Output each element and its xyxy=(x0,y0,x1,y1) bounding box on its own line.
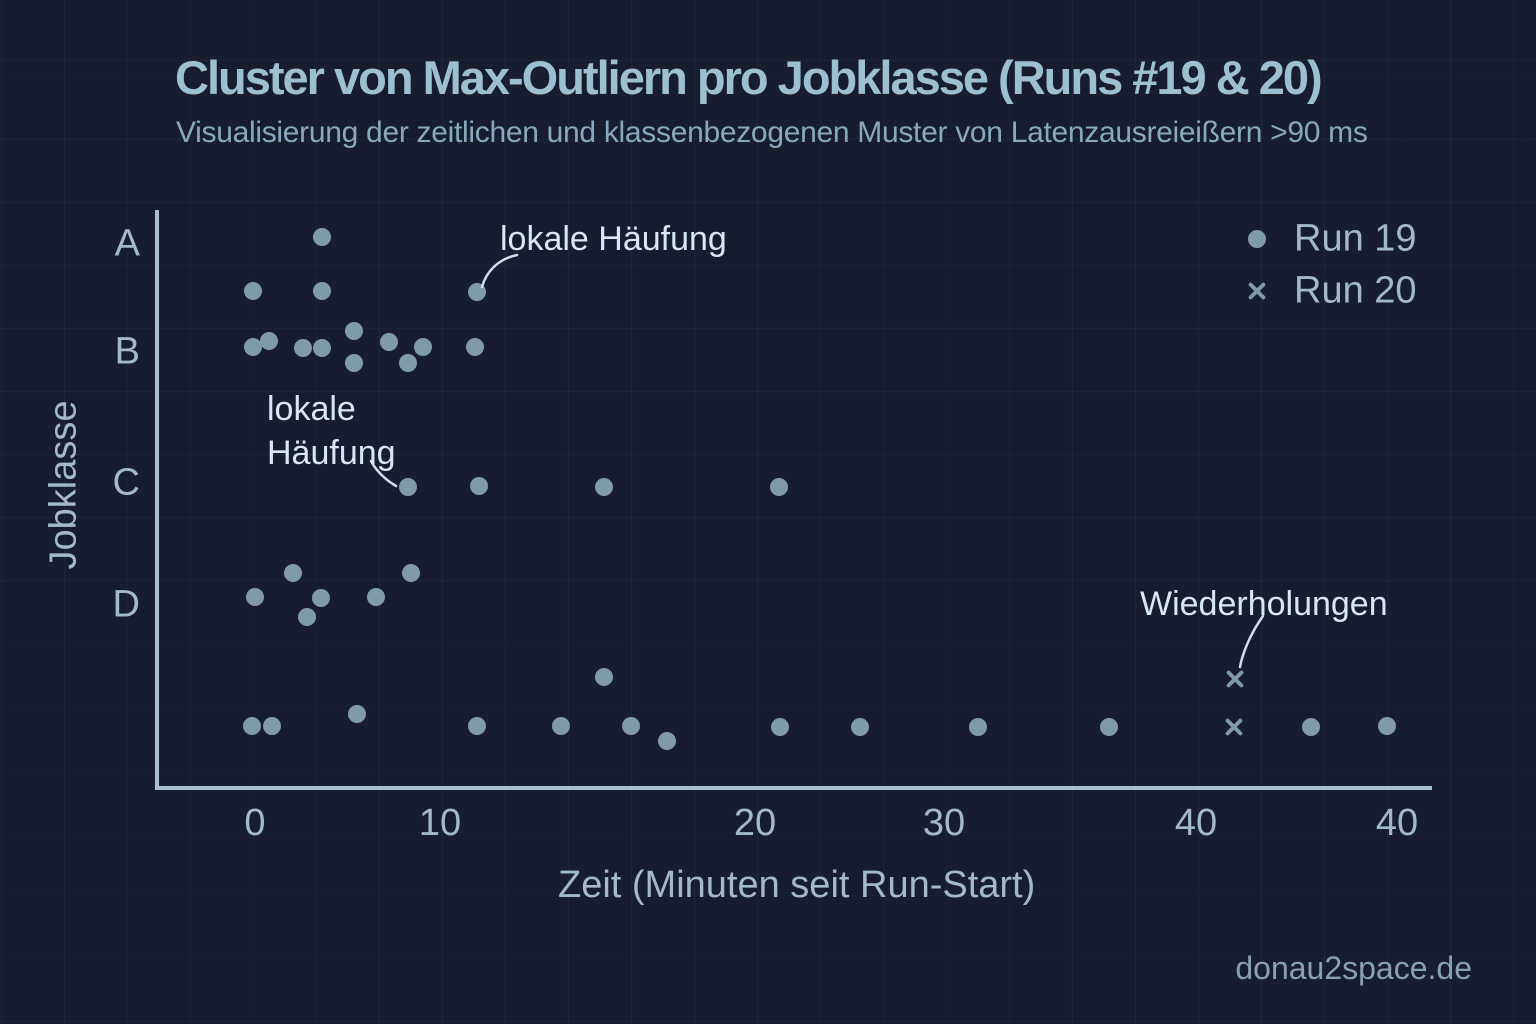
run19-data-point xyxy=(595,478,613,496)
run19-data-point xyxy=(470,477,488,495)
x-tick-label: 20 xyxy=(733,802,777,844)
run19-data-point xyxy=(348,705,366,723)
run19-data-point xyxy=(243,717,261,735)
run19-data-point xyxy=(313,339,331,357)
x-tick-label: 10 xyxy=(418,802,462,844)
y-axis-title: Jobklasse xyxy=(42,400,85,570)
y-tick-label: C xyxy=(112,461,140,504)
run19-data-point xyxy=(595,668,613,686)
run19-data-point xyxy=(399,478,417,496)
run20-data-point xyxy=(1225,669,1245,689)
legend-run20-x-marker xyxy=(1247,281,1267,301)
chart-subtitle: Visualisierung der zeitlichen und klasse… xyxy=(176,116,1368,149)
run19-data-point xyxy=(244,338,262,356)
run19-data-point xyxy=(345,322,363,340)
run19-data-point xyxy=(399,354,417,372)
legend-run19-label: Run 19 xyxy=(1294,217,1417,260)
run19-data-point xyxy=(414,338,432,356)
run19-data-point xyxy=(1378,717,1396,735)
run19-data-point xyxy=(312,589,330,607)
run19-data-point xyxy=(552,717,570,735)
run19-data-point xyxy=(622,717,640,735)
y-tick-label: A xyxy=(114,222,140,265)
run19-data-point xyxy=(263,717,281,735)
run20-data-point xyxy=(1224,717,1244,737)
x-axis-title: Zeit (Minuten seit Run-Start) xyxy=(558,864,1036,906)
run19-data-point xyxy=(313,282,331,300)
legend-run19-dot-marker xyxy=(1248,230,1266,248)
annotation-mid-cluster: lokale Häufung xyxy=(267,390,396,472)
run19-data-point xyxy=(770,478,788,496)
x-axis-line xyxy=(155,786,1432,790)
run19-data-point xyxy=(468,283,486,301)
run19-data-point xyxy=(851,718,869,736)
x-tick-label: 0 xyxy=(244,802,266,844)
run19-data-point xyxy=(313,228,331,246)
y-tick-label: B xyxy=(114,330,140,373)
annotation-top-cluster: lokale Häufung xyxy=(500,220,727,258)
run19-data-point xyxy=(658,732,676,750)
run19-data-point xyxy=(402,564,420,582)
run19-data-point xyxy=(468,717,486,735)
run19-data-point xyxy=(284,564,302,582)
legend-run20-label: Run 20 xyxy=(1294,269,1417,312)
annotation-repeats: Wiederholungen xyxy=(1140,585,1388,623)
run19-data-point xyxy=(260,332,278,350)
run19-data-point xyxy=(466,338,484,356)
x-tick-label: 40 xyxy=(1375,802,1419,844)
run19-data-point xyxy=(1302,718,1320,736)
run19-data-point xyxy=(367,588,385,606)
watermark: donau2space.de xyxy=(1235,950,1472,986)
run19-data-point xyxy=(345,354,363,372)
run19-data-point xyxy=(771,718,789,736)
run19-data-point xyxy=(246,588,264,606)
chart-title: Cluster von Max-Outliern pro Jobklasse (… xyxy=(175,51,1323,104)
run19-data-point xyxy=(969,718,987,736)
y-axis-line xyxy=(155,210,159,790)
run19-data-point xyxy=(298,608,316,626)
y-tick-label: D xyxy=(112,583,140,626)
x-tick-label: 30 xyxy=(922,802,966,844)
run19-data-point xyxy=(244,282,262,300)
run19-data-point xyxy=(294,339,312,357)
run19-data-point xyxy=(1100,718,1118,736)
run19-data-point xyxy=(380,333,398,351)
x-tick-label: 40 xyxy=(1174,802,1218,844)
